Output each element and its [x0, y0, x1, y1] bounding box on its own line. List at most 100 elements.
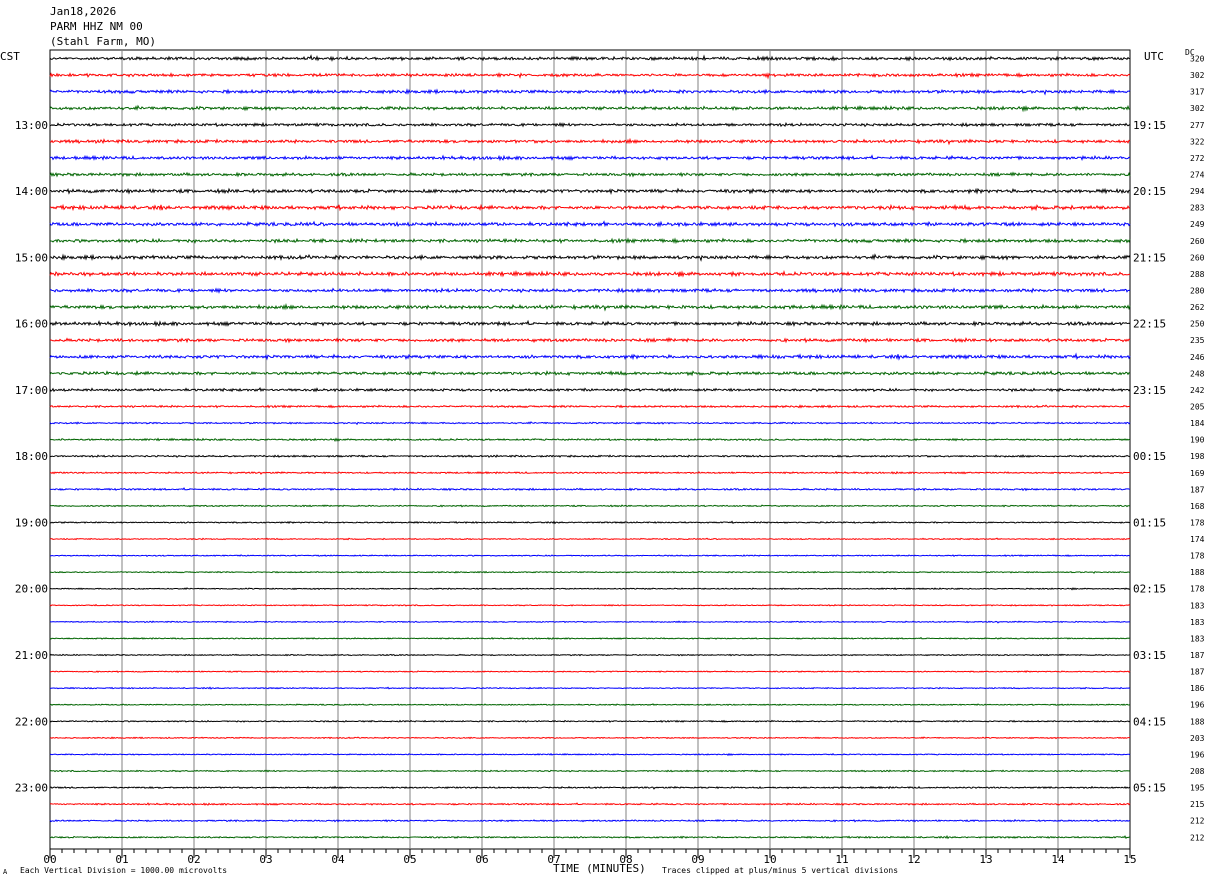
seismic-trace [49, 554, 1131, 557]
seismic-trace [49, 253, 1131, 262]
cst-hour-label: 14:00 [15, 185, 48, 198]
seismic-trace [49, 802, 1131, 806]
seismic-trace [49, 303, 1131, 312]
location-label: (Stahl Farm, MO) [50, 35, 156, 48]
dc-offset-label: 178 [1190, 552, 1205, 561]
seismic-trace [49, 769, 1131, 773]
seismic-trace [49, 171, 1131, 178]
seismic-trace [49, 287, 1131, 294]
cst-hour-label: 20:00 [15, 583, 48, 596]
seismic-trace [49, 603, 1131, 607]
dc-offset-label: 212 [1190, 833, 1205, 842]
seismic-trace [49, 620, 1131, 624]
dc-offset-label: 169 [1190, 469, 1205, 478]
dc-offset-label: 205 [1190, 402, 1205, 411]
dc-offset-label: 235 [1190, 336, 1205, 345]
utc-hour-label: 01:15 [1133, 516, 1166, 529]
dc-offset-label: 183 [1190, 618, 1205, 627]
seismic-trace [49, 187, 1131, 195]
utc-hour-label: 19:15 [1133, 119, 1166, 132]
dc-offset-label: 294 [1190, 187, 1205, 196]
dc-offset-label: 203 [1190, 734, 1205, 743]
dc-offset-label: 280 [1190, 286, 1205, 295]
seismic-trace [49, 104, 1131, 113]
dc-offset-label: 260 [1190, 253, 1205, 262]
seismic-trace [49, 570, 1131, 574]
x-tick-label: 02 [187, 853, 200, 866]
dc-offset-label: 262 [1190, 303, 1205, 312]
x-tick-label: 06 [475, 853, 488, 866]
utc-hour-label: 05:15 [1133, 782, 1166, 795]
seismic-trace [49, 370, 1131, 377]
x-tick-label: 08 [619, 853, 632, 866]
x-tick-label: 11 [835, 853, 848, 866]
dc-offset-label: 260 [1190, 237, 1205, 246]
seismic-trace [49, 72, 1131, 80]
utc-hour-label: 21:15 [1133, 251, 1166, 264]
dc-offset-label: 250 [1190, 320, 1205, 329]
dc-offset-label: 274 [1190, 170, 1205, 179]
seismic-trace [49, 487, 1131, 492]
dc-offset-label: 212 [1190, 817, 1205, 826]
x-tick-label: 09 [691, 853, 704, 866]
seismic-trace [49, 88, 1131, 96]
dc-offset-label: 178 [1190, 518, 1205, 527]
date-label: Jan18,2026 [50, 5, 117, 18]
dc-offset-label: 272 [1190, 154, 1205, 163]
utc-hour-label: 20:15 [1133, 185, 1166, 198]
seismic-trace [49, 752, 1131, 757]
dc-offset-label: 215 [1190, 800, 1205, 809]
seismic-trace [49, 636, 1131, 640]
dc-offset-label: 322 [1190, 137, 1205, 146]
dc-offset-label: 168 [1190, 502, 1205, 511]
dc-offset-label: 187 [1190, 651, 1205, 660]
utc-hour-label: 02:15 [1133, 583, 1166, 596]
dc-offset-label: 188 [1190, 568, 1205, 577]
cst-hour-label: 18:00 [15, 450, 48, 463]
station-label: PARM HHZ NM 00 [50, 20, 143, 33]
x-tick-label: 04 [331, 853, 345, 866]
seismic-trace [49, 670, 1131, 674]
dc-offset-label: 196 [1190, 701, 1205, 710]
seismic-trace [49, 587, 1131, 591]
seismic-trace [49, 336, 1131, 344]
seismic-trace [49, 237, 1131, 245]
dc-offset-label: 320 [1190, 55, 1205, 64]
seismic-trace [49, 319, 1131, 328]
seismic-trace [49, 220, 1131, 228]
seismic-trace [49, 404, 1131, 409]
scale-note: Each Vertical Division = 1000.00 microvo… [20, 866, 228, 875]
cst-hour-label: 17:00 [15, 384, 48, 397]
dc-offset-label: 246 [1190, 353, 1205, 362]
cst-hour-label: 16:00 [15, 318, 48, 331]
dc-column-label: DC [1185, 48, 1195, 57]
left-timezone-label: CST [0, 50, 20, 63]
dc-offset-label: 283 [1190, 204, 1205, 213]
seismic-trace [49, 686, 1131, 690]
x-tick-label: 14 [1051, 853, 1065, 866]
x-tick-label: 01 [115, 853, 128, 866]
seismic-trace [49, 352, 1131, 361]
cst-hour-label: 23:00 [15, 782, 48, 795]
seismic-trace [49, 470, 1131, 475]
corner-mark: A [3, 868, 8, 876]
utc-hour-label: 22:15 [1133, 318, 1166, 331]
seismic-trace [49, 520, 1131, 525]
seismic-trace [49, 137, 1131, 146]
seismic-trace [49, 719, 1131, 723]
seismic-trace [49, 437, 1131, 443]
utc-hour-label: 00:15 [1133, 450, 1166, 463]
seismic-trace [49, 736, 1131, 740]
dc-offset-label: 249 [1190, 220, 1205, 229]
seismic-trace [49, 785, 1131, 790]
dc-offset-label: 187 [1190, 668, 1205, 677]
dc-offset-label: 198 [1190, 452, 1205, 461]
dc-offset-label: 183 [1190, 601, 1205, 610]
dc-offset-label: 188 [1190, 717, 1205, 726]
dc-offset-label: 288 [1190, 270, 1205, 279]
cst-hour-label: 15:00 [15, 251, 48, 264]
seismic-trace [49, 703, 1131, 707]
seismic-trace [49, 504, 1131, 508]
cst-hour-label: 19:00 [15, 516, 48, 529]
